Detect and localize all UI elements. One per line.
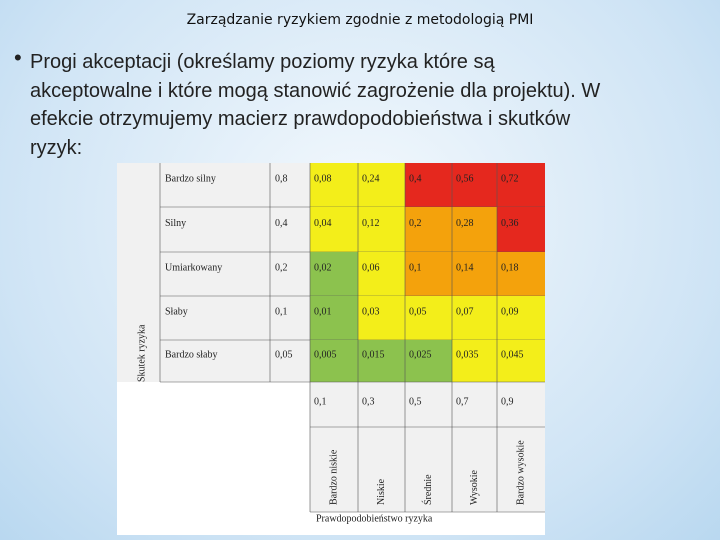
risk-value: 0,12 [362,218,380,229]
risk-cell [310,207,358,252]
bullet-dot: • [14,45,22,70]
risk-value: 0,035 [456,349,479,360]
risk-value: 0,045 [501,349,524,360]
risk-value: 0,4 [409,173,422,184]
risk-value: 0,2 [409,218,422,229]
risk-value: 0,02 [314,262,332,273]
risk-value: 0,24 [362,173,380,184]
probability-label: Niskie [376,478,387,505]
probability-area [310,382,545,512]
probability-label: Wysokie [469,469,480,505]
risk-cell [358,296,405,340]
risk-cell [358,207,405,252]
risk-cell [358,163,405,207]
impact-value: 0,8 [275,173,288,184]
risk-cell [497,340,545,382]
risk-value: 0,05 [409,306,427,317]
bullet-line: ryzyk: [30,136,83,159]
impact-value: 0,4 [275,218,288,229]
risk-value: 0,56 [456,173,474,184]
impact-value: 0,1 [275,306,288,317]
risk-value: 0,005 [314,349,337,360]
risk-value: 0,03 [362,306,380,317]
probability-value: 0,7 [456,396,469,407]
risk-cell [405,340,452,382]
risk-cell [405,207,452,252]
slide-title: Zarządzanie ryzykiem zgodnie z metodolog… [186,12,534,28]
risk-cell [452,340,497,382]
impact-value: 0,2 [275,262,288,273]
impact-label: Bardzo słaby [165,349,218,360]
risk-value: 0,36 [501,218,519,229]
impact-label: Słaby [165,306,188,317]
risk-cell [405,252,452,296]
risk-value: 0,07 [456,306,474,317]
risk-cell [452,207,497,252]
risk-cell [310,163,358,207]
risk-cell [405,296,452,340]
risk-cell [452,163,497,207]
impact-label: Umiarkowany [165,262,222,273]
bullet: • Progi akceptacji (określamy poziomy ryz… [14,45,601,162]
probability-value: 0,9 [501,396,514,407]
probability-value: 0,1 [314,396,327,407]
risk-cell [497,163,545,207]
probability-label: Średnie [422,474,434,505]
impact-label: Silny [165,218,186,229]
probability-value: 0,5 [409,396,422,407]
risk-cell [310,296,358,340]
risk-value: 0,08 [314,173,332,184]
risk-cell [497,296,545,340]
risk-value: 0,025 [409,349,432,360]
risk-cell [358,252,405,296]
bullet-line: efekcie otrzymujemy macierz prawdopodobi… [30,108,571,130]
risk-cell [497,252,545,296]
probability-value: 0,3 [362,396,375,407]
impact-value: 0,05 [275,349,293,360]
bullet-line: akceptowalne i które mogą stanowić zagro… [30,79,601,102]
risk-value: 0,06 [362,262,380,273]
risk-value: 0,015 [362,349,385,360]
risk-cell [497,207,545,252]
impact-label: Bardzo silny [165,173,216,184]
label-area [117,163,310,382]
probability-label: Bardzo wysokie [515,440,526,505]
probability-title: Prawdopodobieństwo ryzyka [316,513,433,524]
risk-cell [310,340,358,382]
probability-label: Bardzo niskie [328,449,339,505]
bullet-line: Progi akceptacji (określamy poziomy ryzy… [30,51,495,73]
risk-value: 0,14 [456,262,474,273]
risk-value: 0,1 [409,262,422,273]
impact-title: Skutek ryzyka [136,324,147,382]
risk-value: 0,72 [501,173,519,184]
risk-cell [452,296,497,340]
risk-value: 0,04 [314,218,332,229]
risk-value: 0,18 [501,262,519,273]
risk-value: 0,28 [456,218,474,229]
risk-cell [452,252,497,296]
risk-cell [405,163,452,207]
risk-value: 0,09 [501,306,519,317]
risk-cell [358,340,405,382]
risk-value: 0,01 [314,306,332,317]
risk-cell [310,252,358,296]
